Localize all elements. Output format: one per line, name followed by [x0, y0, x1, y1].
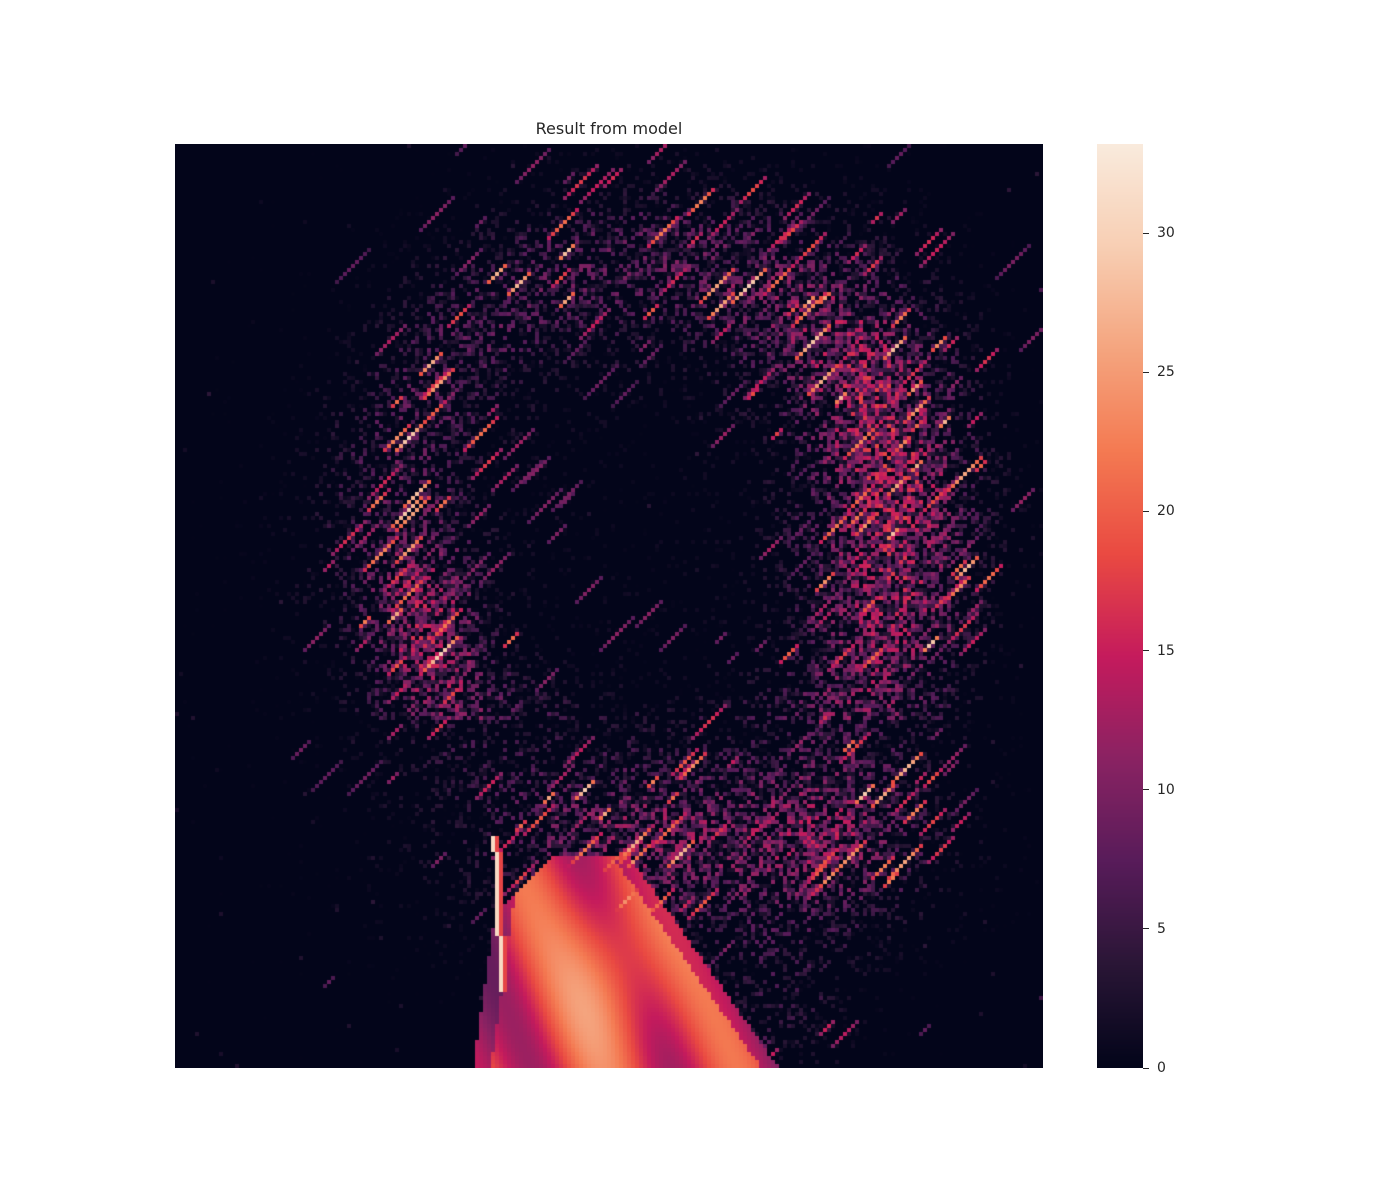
colorbar-tick-label: 30: [1157, 225, 1175, 242]
chart-title: Result from model: [535, 119, 683, 138]
colorbar-tick-label: 10: [1157, 781, 1175, 798]
colorbar-tick-mark: [1143, 371, 1149, 373]
colorbar-tick-mark: [1143, 232, 1149, 234]
colorbar-tick-label: 20: [1157, 503, 1175, 520]
colorbar-tick-mark: [1143, 650, 1149, 652]
colorbar-tick-mark: [1143, 789, 1149, 791]
colorbar-tick-mark: [1143, 928, 1149, 930]
colorbar-tick-label: 5: [1157, 920, 1166, 937]
colorbar-tick-label: 25: [1157, 364, 1175, 381]
colorbar-tick-mark: [1143, 510, 1149, 512]
colorbar-tick-mark: [1143, 1067, 1149, 1069]
heatmap-grid: [175, 144, 1043, 1068]
colorbar-tick-label: 0: [1157, 1060, 1166, 1076]
colorbar: [1097, 144, 1143, 1068]
colorbar-axis: 0 5 10 15 20 25 30: [1143, 144, 1203, 1076]
colorbar-tick-label: 15: [1157, 642, 1175, 659]
